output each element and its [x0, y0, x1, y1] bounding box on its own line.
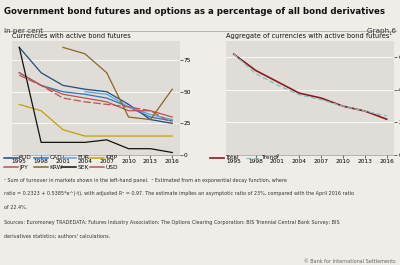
- Text: Government bond futures and options as a percentage of all bond derivatives: Government bond futures and options as a…: [4, 7, 385, 16]
- Text: AUD: AUD: [19, 155, 32, 160]
- Text: In per cent: In per cent: [4, 28, 43, 34]
- Text: © Bank for International Settlements: © Bank for International Settlements: [304, 259, 396, 264]
- Text: Sources: Euromoney TRADEDATA; Futures Industry Association; The Options Clearing: Sources: Euromoney TRADEDATA; Futures In…: [4, 220, 340, 226]
- Text: ¹ Sum of turnover in markets shown in the left-hand panel.  ² Estimated from an : ¹ Sum of turnover in markets shown in th…: [4, 178, 287, 183]
- Text: JPY: JPY: [19, 165, 28, 170]
- Text: Trend²: Trend²: [261, 155, 280, 160]
- Text: Aggregate of currencies with active bond futures¹: Aggregate of currencies with active bond…: [226, 32, 392, 39]
- Text: ratio = 0.2323 + 0.5385*e^(-t), with adjusted R² = 0.97. The estimate implies an: ratio = 0.2323 + 0.5385*e^(-t), with adj…: [4, 191, 354, 196]
- Text: GBP: GBP: [105, 155, 118, 160]
- Text: Graph 6: Graph 6: [367, 28, 396, 34]
- Text: KRW: KRW: [49, 165, 63, 170]
- Text: Currencies with active bond futures: Currencies with active bond futures: [12, 33, 131, 39]
- Text: EUR: EUR: [77, 155, 89, 160]
- Text: of 22.4%.: of 22.4%.: [4, 205, 27, 210]
- Text: SEK: SEK: [77, 165, 88, 170]
- Text: CAD: CAD: [49, 155, 62, 160]
- Text: derivatives statistics; authors' calculations.: derivatives statistics; authors' calcula…: [4, 234, 110, 239]
- Text: Total: Total: [225, 155, 239, 160]
- Text: USD: USD: [105, 165, 118, 170]
